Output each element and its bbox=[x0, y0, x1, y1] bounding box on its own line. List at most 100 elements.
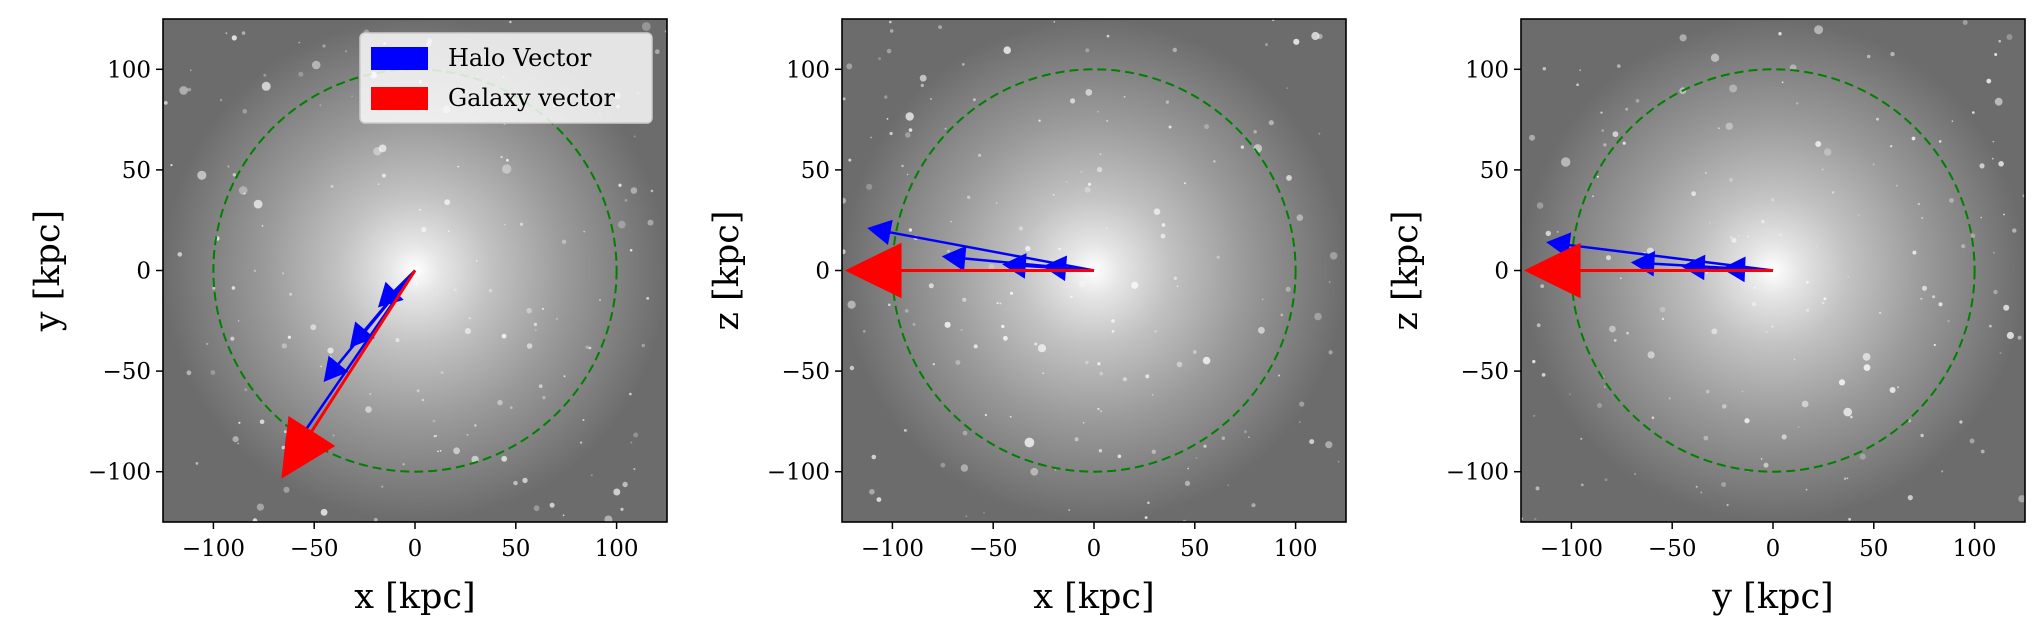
subhalo-dot bbox=[1216, 255, 1220, 259]
subhalo-dot bbox=[932, 363, 935, 366]
legend-swatch bbox=[371, 87, 428, 110]
subhalo-dot bbox=[197, 170, 207, 180]
subhalo-dot bbox=[1579, 69, 1582, 72]
subhalo-dot bbox=[650, 189, 654, 193]
subhalo-dot bbox=[1843, 407, 1852, 417]
subhalo-dot bbox=[1620, 277, 1622, 280]
subhalo-dot bbox=[630, 441, 633, 444]
subhalo-dot bbox=[1711, 328, 1718, 335]
y-tick-label: 50 bbox=[122, 158, 151, 184]
halo-vector-arrow bbox=[941, 245, 1095, 272]
subhalo-dot bbox=[1251, 503, 1256, 508]
subhalo-dot bbox=[253, 199, 263, 209]
subhalo-dot bbox=[453, 288, 457, 292]
subhalo-dot bbox=[1529, 134, 1536, 141]
subhalo-dot bbox=[1070, 98, 1076, 104]
subhalo-dot bbox=[464, 328, 471, 335]
subhalo-dot bbox=[1857, 214, 1860, 216]
subhalo-dot bbox=[590, 474, 593, 477]
subhalo-dot bbox=[522, 477, 528, 484]
subhalo-dot bbox=[1626, 331, 1629, 335]
subhalo-dot bbox=[1890, 51, 1895, 57]
subhalo-dot bbox=[263, 73, 267, 77]
subhalo-dot bbox=[889, 131, 893, 136]
x-tick-label: 0 bbox=[1766, 536, 1781, 562]
subhalo-dot bbox=[1846, 477, 1849, 480]
subhalo-dot bbox=[1082, 422, 1085, 424]
subhalo-dot bbox=[599, 298, 601, 301]
halo-vector-arrow bbox=[867, 219, 1095, 272]
subhalo-dot bbox=[1933, 343, 1936, 347]
subhalo-dot bbox=[1859, 453, 1866, 460]
y-tick-label: −50 bbox=[781, 359, 830, 385]
subhalo-dot bbox=[1535, 486, 1540, 491]
subhalo-dot bbox=[281, 343, 287, 349]
subhalo-dot bbox=[884, 95, 888, 99]
subhalo-dot bbox=[1286, 175, 1292, 181]
subhalo-dot bbox=[225, 32, 228, 35]
subhalo-dot bbox=[501, 333, 507, 339]
subhalo-dot bbox=[1096, 166, 1103, 173]
subhalo-dot bbox=[1328, 350, 1333, 355]
subhalo-dot bbox=[1144, 516, 1148, 520]
subhalo-dot bbox=[1065, 181, 1068, 183]
subhalo-dot bbox=[1731, 237, 1737, 243]
subhalo-dot bbox=[1243, 430, 1247, 434]
subhalo-dot bbox=[1176, 285, 1179, 288]
subhalo-dot bbox=[1204, 124, 1210, 130]
subhalo-dot bbox=[381, 485, 384, 488]
subhalo-dot bbox=[1106, 119, 1109, 122]
subhalo-dot bbox=[847, 300, 856, 309]
subhalo-dot bbox=[1969, 438, 1975, 444]
subhalo-dot bbox=[533, 322, 538, 327]
subhalo-dot bbox=[283, 430, 287, 434]
subhalo-dot bbox=[500, 155, 503, 159]
subhalo-dot bbox=[1805, 488, 1808, 491]
subhalo-dot bbox=[474, 424, 477, 427]
subhalo-dot bbox=[613, 488, 621, 496]
subhalo-dot bbox=[1592, 195, 1594, 198]
subhalo-dot bbox=[641, 22, 651, 31]
subhalo-dot bbox=[1651, 416, 1655, 420]
subhalo-dot bbox=[2017, 335, 2022, 340]
y-axis-label: z [kpc] bbox=[1386, 210, 1426, 330]
subhalo-dot bbox=[1763, 462, 1769, 468]
subhalo-dot bbox=[1545, 230, 1552, 237]
legend-entry-label: Galaxy vector bbox=[448, 84, 615, 112]
subhalo-dot bbox=[440, 371, 444, 375]
subhalo-dot bbox=[501, 455, 508, 462]
subhalo-dot bbox=[1328, 281, 1331, 283]
subhalo-dot bbox=[283, 486, 290, 493]
subhalo-dot bbox=[1024, 437, 1035, 448]
subhalo-dot bbox=[930, 98, 932, 100]
subhalo-dot bbox=[646, 296, 650, 300]
subhalo-dot bbox=[1815, 141, 1822, 147]
subhalo-dot bbox=[878, 57, 881, 61]
subhalo-dot bbox=[1195, 457, 1198, 459]
subhalo-dot bbox=[232, 436, 239, 443]
subhalo-dot bbox=[219, 98, 223, 102]
galaxy-vector-arrow bbox=[281, 269, 417, 479]
subhalo-dot bbox=[1744, 418, 1750, 424]
subhalo-dot bbox=[866, 183, 873, 190]
subhalo-dot bbox=[1959, 420, 1963, 424]
y-tick-label: 0 bbox=[815, 259, 830, 285]
subhalo-dot bbox=[237, 442, 240, 445]
subhalo-dot bbox=[1213, 160, 1216, 163]
subhalo-dot bbox=[206, 342, 209, 346]
subhalo-dot bbox=[580, 441, 583, 444]
subhalo-dot bbox=[1897, 386, 1900, 389]
subhalo-dot bbox=[1314, 312, 1322, 321]
subhalo-dot bbox=[1970, 233, 1976, 239]
subhalo-dot bbox=[984, 413, 988, 417]
x-tick-label: 100 bbox=[1274, 536, 1318, 562]
subhalo-dot bbox=[330, 184, 334, 188]
subhalo-dot bbox=[1561, 157, 1571, 167]
subhalo-dot bbox=[1117, 454, 1122, 459]
subhalo-dot bbox=[1843, 477, 1847, 481]
subhalo-dot bbox=[961, 63, 965, 66]
subhalo-dot bbox=[1280, 313, 1284, 317]
y-tick-label: −50 bbox=[102, 359, 151, 385]
subhalo-dot bbox=[435, 434, 438, 437]
subhalo-dot bbox=[1038, 119, 1041, 122]
